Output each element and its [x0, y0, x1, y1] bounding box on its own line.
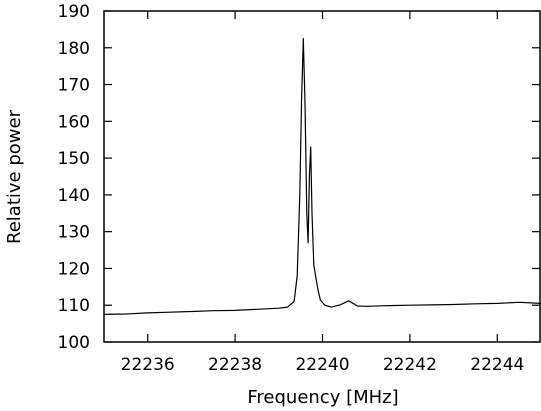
x-tick-label: 22244 [470, 355, 524, 375]
y-tick-label: 110 [58, 296, 90, 316]
y-tick-label: 160 [58, 112, 90, 132]
y-tick-label: 170 [58, 76, 90, 96]
x-axis-label: Frequency [MHz] [247, 387, 398, 408]
y-axis-ticks: 100 110 120 130 140 150 160 170 180 190 [58, 2, 540, 353]
x-tick-label: 22240 [295, 355, 349, 375]
plot-frame [103, 10, 541, 343]
y-tick-label: 130 [58, 223, 90, 243]
y-tick-label: 180 [58, 39, 90, 59]
y-axis-label: Relative power [4, 109, 25, 244]
x-tick-label: 22236 [121, 355, 175, 375]
x-axis-ticks: 22236 22238 22240 22242 22244 [121, 11, 524, 375]
x-tick-label: 22242 [383, 355, 437, 375]
y-tick-label: 190 [58, 2, 90, 22]
plot-area: 22236 22238 22240 22242 22244 100 110 120 130 14… [58, 2, 541, 375]
y-tick-label: 100 [58, 333, 90, 353]
y-tick-label: 150 [58, 149, 90, 169]
y-tick-label: 140 [58, 186, 90, 206]
y-tick-label: 120 [58, 259, 90, 279]
series-line [103, 37, 541, 315]
x-tick-label: 22238 [208, 355, 262, 375]
